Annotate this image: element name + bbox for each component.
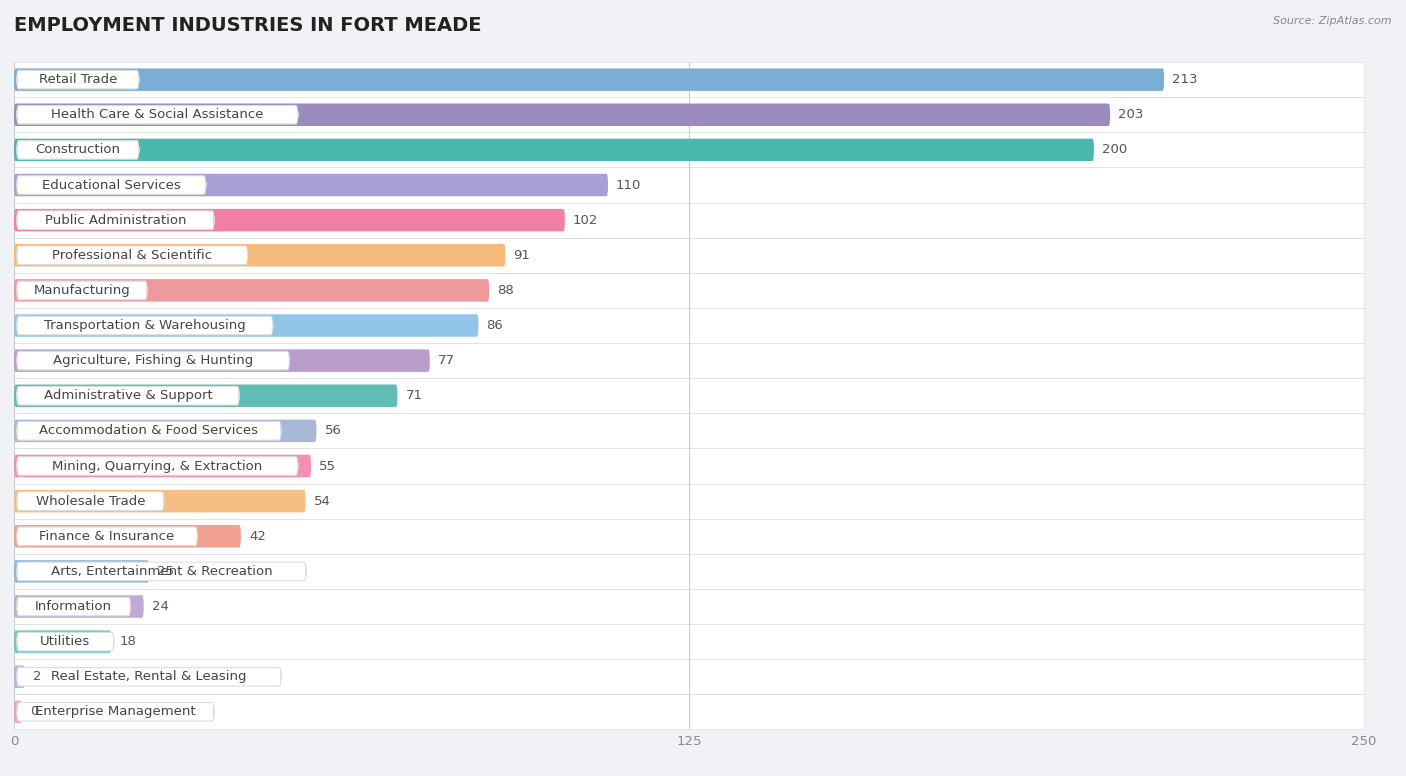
FancyBboxPatch shape [14,168,1364,203]
FancyBboxPatch shape [17,492,165,511]
FancyBboxPatch shape [14,455,311,477]
Text: Mining, Quarrying, & Extraction: Mining, Quarrying, & Extraction [52,459,263,473]
FancyBboxPatch shape [14,695,1364,729]
FancyBboxPatch shape [17,667,281,686]
FancyBboxPatch shape [17,106,298,124]
Text: 56: 56 [325,424,342,438]
FancyBboxPatch shape [17,352,290,370]
FancyBboxPatch shape [17,632,114,651]
FancyBboxPatch shape [14,308,1364,343]
FancyBboxPatch shape [14,624,1364,659]
Text: 91: 91 [513,249,530,262]
FancyBboxPatch shape [17,246,247,265]
Text: 71: 71 [405,390,422,402]
Text: 24: 24 [152,600,169,613]
Text: 18: 18 [120,635,136,648]
FancyBboxPatch shape [14,174,607,196]
FancyBboxPatch shape [17,175,205,194]
Text: Wholesale Trade: Wholesale Trade [35,494,145,508]
Text: 25: 25 [157,565,174,578]
Text: Enterprise Management: Enterprise Management [35,705,195,719]
FancyBboxPatch shape [14,343,1364,378]
FancyBboxPatch shape [14,701,22,723]
FancyBboxPatch shape [17,562,307,580]
Text: 2: 2 [32,670,41,683]
Text: Agriculture, Fishing & Hunting: Agriculture, Fishing & Hunting [53,354,253,367]
FancyBboxPatch shape [14,378,1364,414]
FancyBboxPatch shape [14,589,1364,624]
Text: 42: 42 [249,530,266,542]
Text: 102: 102 [572,213,598,227]
Text: Accommodation & Food Services: Accommodation & Food Services [39,424,259,438]
FancyBboxPatch shape [14,630,111,653]
Text: Arts, Entertainment & Recreation: Arts, Entertainment & Recreation [51,565,273,578]
Text: Construction: Construction [35,144,121,157]
FancyBboxPatch shape [14,209,565,231]
Text: Information: Information [35,600,112,613]
Text: 203: 203 [1118,109,1143,121]
Text: Administrative & Support: Administrative & Support [44,390,212,402]
Text: 77: 77 [437,354,456,367]
Text: 86: 86 [486,319,503,332]
FancyBboxPatch shape [14,103,1111,126]
Text: 0: 0 [31,705,38,719]
Text: 88: 88 [498,284,515,297]
FancyBboxPatch shape [14,244,505,266]
Text: Transportation & Warehousing: Transportation & Warehousing [44,319,246,332]
Text: 54: 54 [314,494,330,508]
FancyBboxPatch shape [14,97,1364,133]
FancyBboxPatch shape [14,139,1094,161]
FancyBboxPatch shape [17,71,139,89]
FancyBboxPatch shape [14,525,240,548]
Text: EMPLOYMENT INDUSTRIES IN FORT MEADE: EMPLOYMENT INDUSTRIES IN FORT MEADE [14,16,482,34]
FancyBboxPatch shape [17,421,281,440]
Text: Educational Services: Educational Services [42,178,180,192]
FancyBboxPatch shape [14,595,143,618]
Text: 110: 110 [616,178,641,192]
Text: Manufacturing: Manufacturing [34,284,131,297]
FancyBboxPatch shape [14,279,489,302]
Text: Health Care & Social Assistance: Health Care & Social Assistance [51,109,263,121]
FancyBboxPatch shape [14,560,149,583]
Text: Real Estate, Rental & Leasing: Real Estate, Rental & Leasing [51,670,246,683]
FancyBboxPatch shape [17,281,148,300]
FancyBboxPatch shape [14,203,1364,237]
FancyBboxPatch shape [14,62,1364,97]
FancyBboxPatch shape [14,420,316,442]
FancyBboxPatch shape [17,457,298,475]
FancyBboxPatch shape [14,414,1364,449]
Text: 213: 213 [1173,73,1198,86]
FancyBboxPatch shape [14,133,1364,168]
Text: Retail Trade: Retail Trade [38,73,117,86]
FancyBboxPatch shape [17,702,214,721]
Text: Finance & Insurance: Finance & Insurance [39,530,174,542]
FancyBboxPatch shape [17,386,239,405]
FancyBboxPatch shape [14,273,1364,308]
FancyBboxPatch shape [14,490,305,512]
FancyBboxPatch shape [14,68,1164,91]
Text: 55: 55 [319,459,336,473]
Text: Professional & Scientific: Professional & Scientific [52,249,212,262]
FancyBboxPatch shape [14,314,478,337]
Text: Utilities: Utilities [41,635,90,648]
Text: Public Administration: Public Administration [45,213,186,227]
FancyBboxPatch shape [14,659,1364,695]
FancyBboxPatch shape [17,598,131,616]
FancyBboxPatch shape [14,385,398,407]
FancyBboxPatch shape [17,527,197,546]
FancyBboxPatch shape [17,317,273,334]
FancyBboxPatch shape [14,666,25,688]
Text: 200: 200 [1102,144,1128,157]
Text: Source: ZipAtlas.com: Source: ZipAtlas.com [1274,16,1392,26]
FancyBboxPatch shape [14,449,1364,483]
FancyBboxPatch shape [14,554,1364,589]
FancyBboxPatch shape [14,237,1364,273]
FancyBboxPatch shape [17,140,139,159]
FancyBboxPatch shape [14,483,1364,518]
FancyBboxPatch shape [14,518,1364,554]
FancyBboxPatch shape [14,349,430,372]
FancyBboxPatch shape [17,211,214,230]
